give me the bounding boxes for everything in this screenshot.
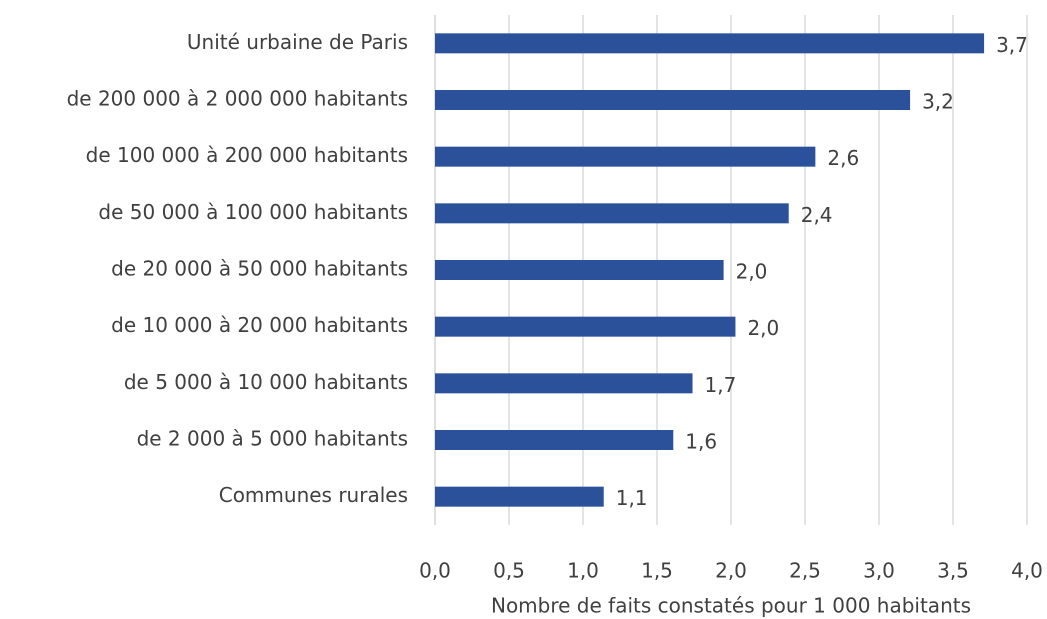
y-tick-label: de 100 000 à 200 000 habitants [86, 143, 408, 167]
value-label: 3,7 [996, 33, 1028, 57]
value-label: 2,4 [801, 203, 833, 227]
y-tick-label: Unité urbaine de Paris [187, 30, 408, 54]
x-tick-label: 3,5 [937, 559, 969, 583]
x-tick-label: 2,5 [789, 559, 821, 583]
x-tick-label: 1,5 [641, 559, 673, 583]
value-label: 1,1 [616, 486, 648, 510]
bar [435, 486, 604, 507]
x-tick-label: 2,0 [715, 559, 747, 583]
y-tick-label: de 5 000 à 10 000 habitants [124, 370, 408, 394]
value-label: 1,7 [705, 373, 737, 397]
bar [435, 203, 789, 224]
y-tick-label: de 2 000 à 5 000 habitants [137, 427, 408, 451]
y-tick-label: de 200 000 à 2 000 000 habitants [67, 87, 408, 111]
bar [435, 146, 816, 167]
value-label: 2,0 [736, 260, 768, 284]
x-axis-label: Nombre de faits constatés pour 1 000 hab… [491, 594, 971, 618]
x-tick-label: 0,5 [493, 559, 525, 583]
y-tick-label: de 20 000 à 50 000 habitants [111, 257, 408, 281]
value-label: 1,6 [685, 430, 717, 454]
y-tick-label: de 10 000 à 20 000 habitants [111, 313, 408, 337]
y-tick-label: de 50 000 à 100 000 habitants [98, 200, 408, 224]
bar [435, 260, 724, 280]
value-label: 3,2 [922, 90, 954, 114]
bar [435, 90, 911, 110]
value-label: 2,6 [827, 146, 859, 170]
bar [435, 373, 693, 394]
bar [435, 430, 674, 450]
x-tick-label: 3,0 [863, 559, 895, 583]
x-tick-label: 4,0 [1011, 559, 1043, 583]
value-label: 2,0 [747, 316, 779, 340]
bar [435, 33, 985, 54]
bar [435, 316, 736, 337]
y-tick-label: Communes rurales [219, 483, 408, 507]
x-tick-label: 0,0 [419, 559, 451, 583]
x-tick-label: 1,0 [567, 559, 599, 583]
